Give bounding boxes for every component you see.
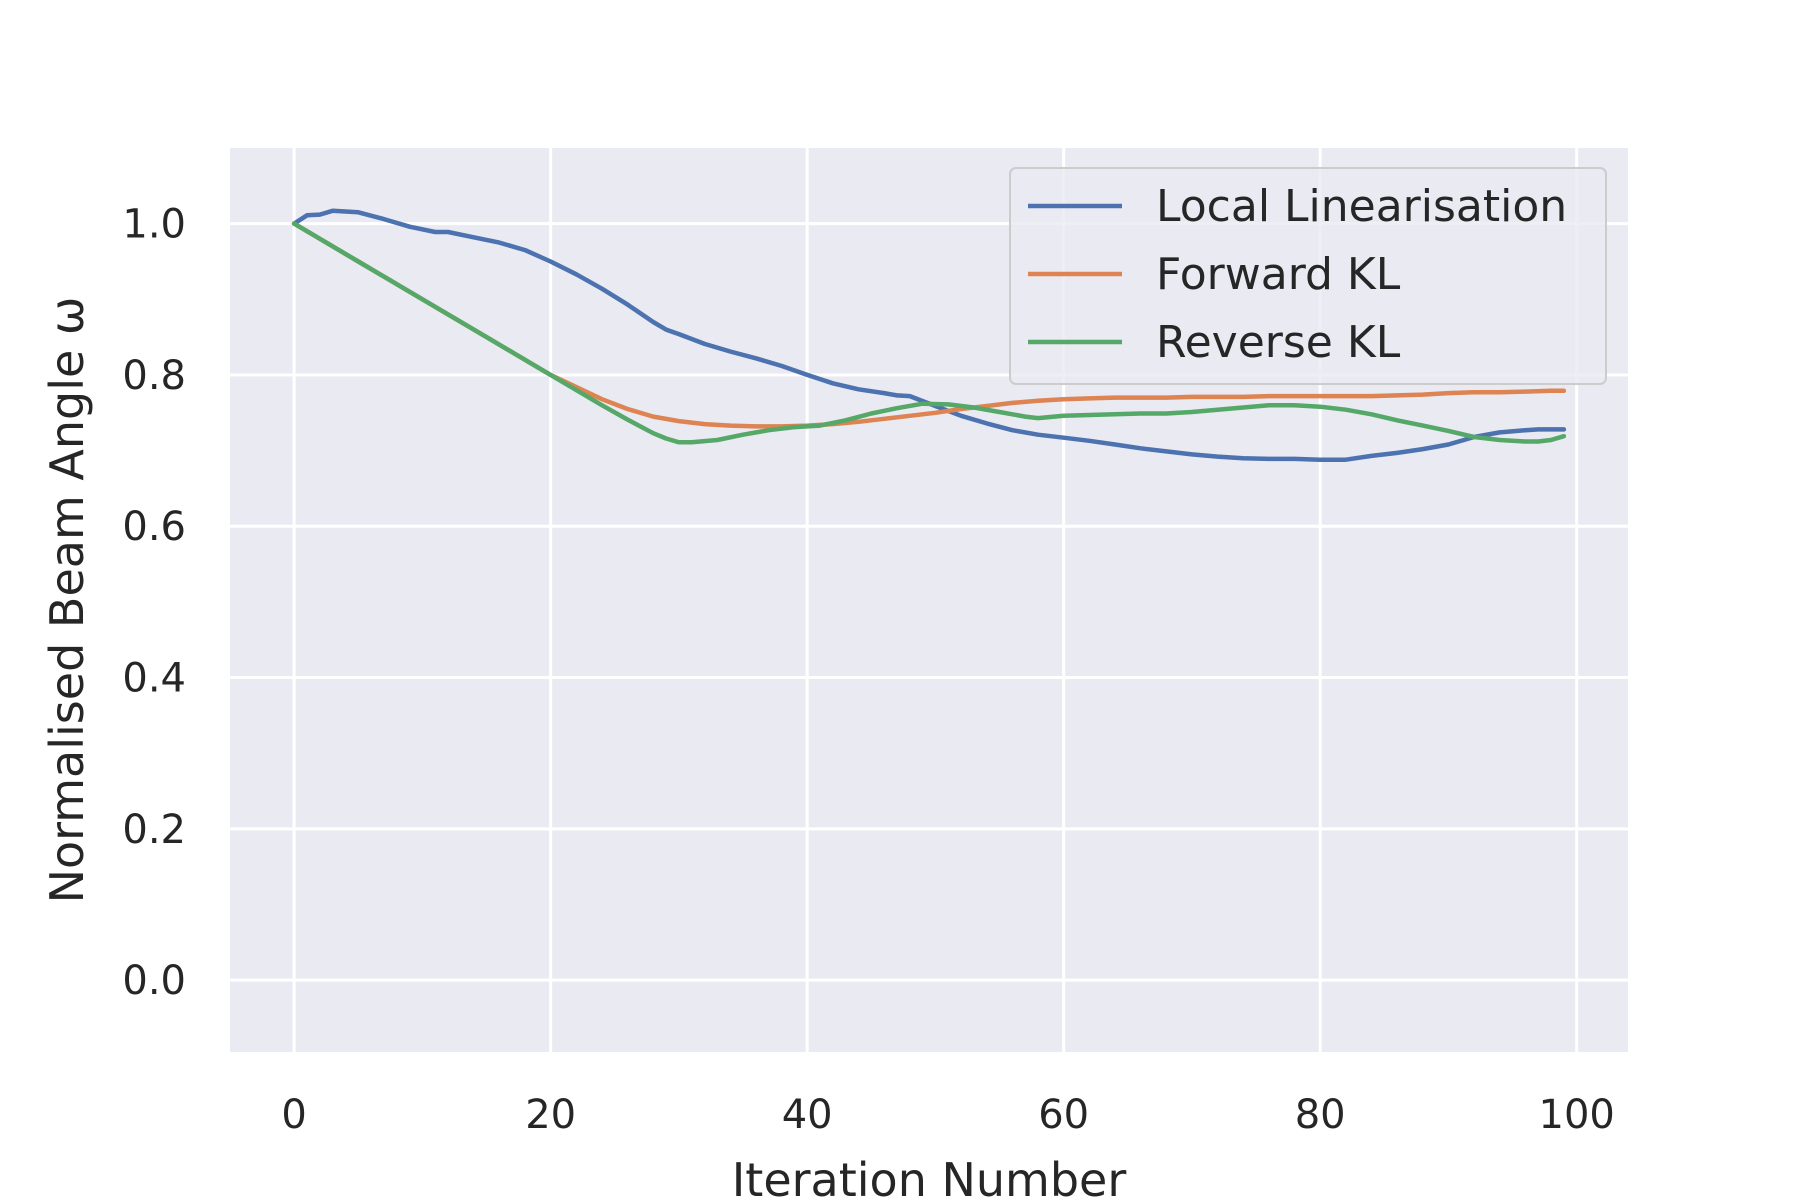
- y-tick-labels: 0.0 0.2 0.4 0.6 0.8 1.0: [122, 202, 186, 1004]
- x-tick-label: 20: [525, 1092, 576, 1138]
- x-tick-label: 60: [1038, 1092, 1089, 1138]
- legend-label-local-linearisation: Local Linearisation: [1156, 181, 1567, 232]
- y-tick-label: 0.8: [122, 353, 186, 399]
- x-axis-label: Iteration Number: [732, 1153, 1127, 1200]
- series-line-forward-kl: [291, 221, 1567, 429]
- y-tick-label: 1.0: [122, 202, 186, 248]
- y-tick-label: 0.2: [122, 807, 186, 853]
- series-line-reverse-kl: [291, 221, 1567, 445]
- x-tick-label: 80: [1295, 1092, 1346, 1138]
- x-tick-label: 0: [281, 1092, 306, 1138]
- legend-label-forward-kl: Forward KL: [1156, 249, 1401, 300]
- y-axis-label: Normalised Beam Angle ω: [40, 297, 94, 904]
- series-layer: [291, 208, 1567, 462]
- x-tick-label: 100: [1539, 1092, 1615, 1138]
- y-tick-label: 0.4: [122, 656, 186, 702]
- y-tick-label: 0.0: [122, 958, 186, 1004]
- x-tick-labels: 0 20 40 60 80 100: [281, 1092, 1614, 1138]
- series-line-local-linearisation: [291, 208, 1567, 462]
- legend: Local Linearisation Forward KL Reverse K…: [1009, 167, 1607, 385]
- x-tick-label: 40: [782, 1092, 833, 1138]
- legend-label-reverse-kl: Reverse KL: [1156, 317, 1401, 368]
- legend-box: [1009, 167, 1607, 385]
- y-tick-label: 0.6: [122, 504, 186, 550]
